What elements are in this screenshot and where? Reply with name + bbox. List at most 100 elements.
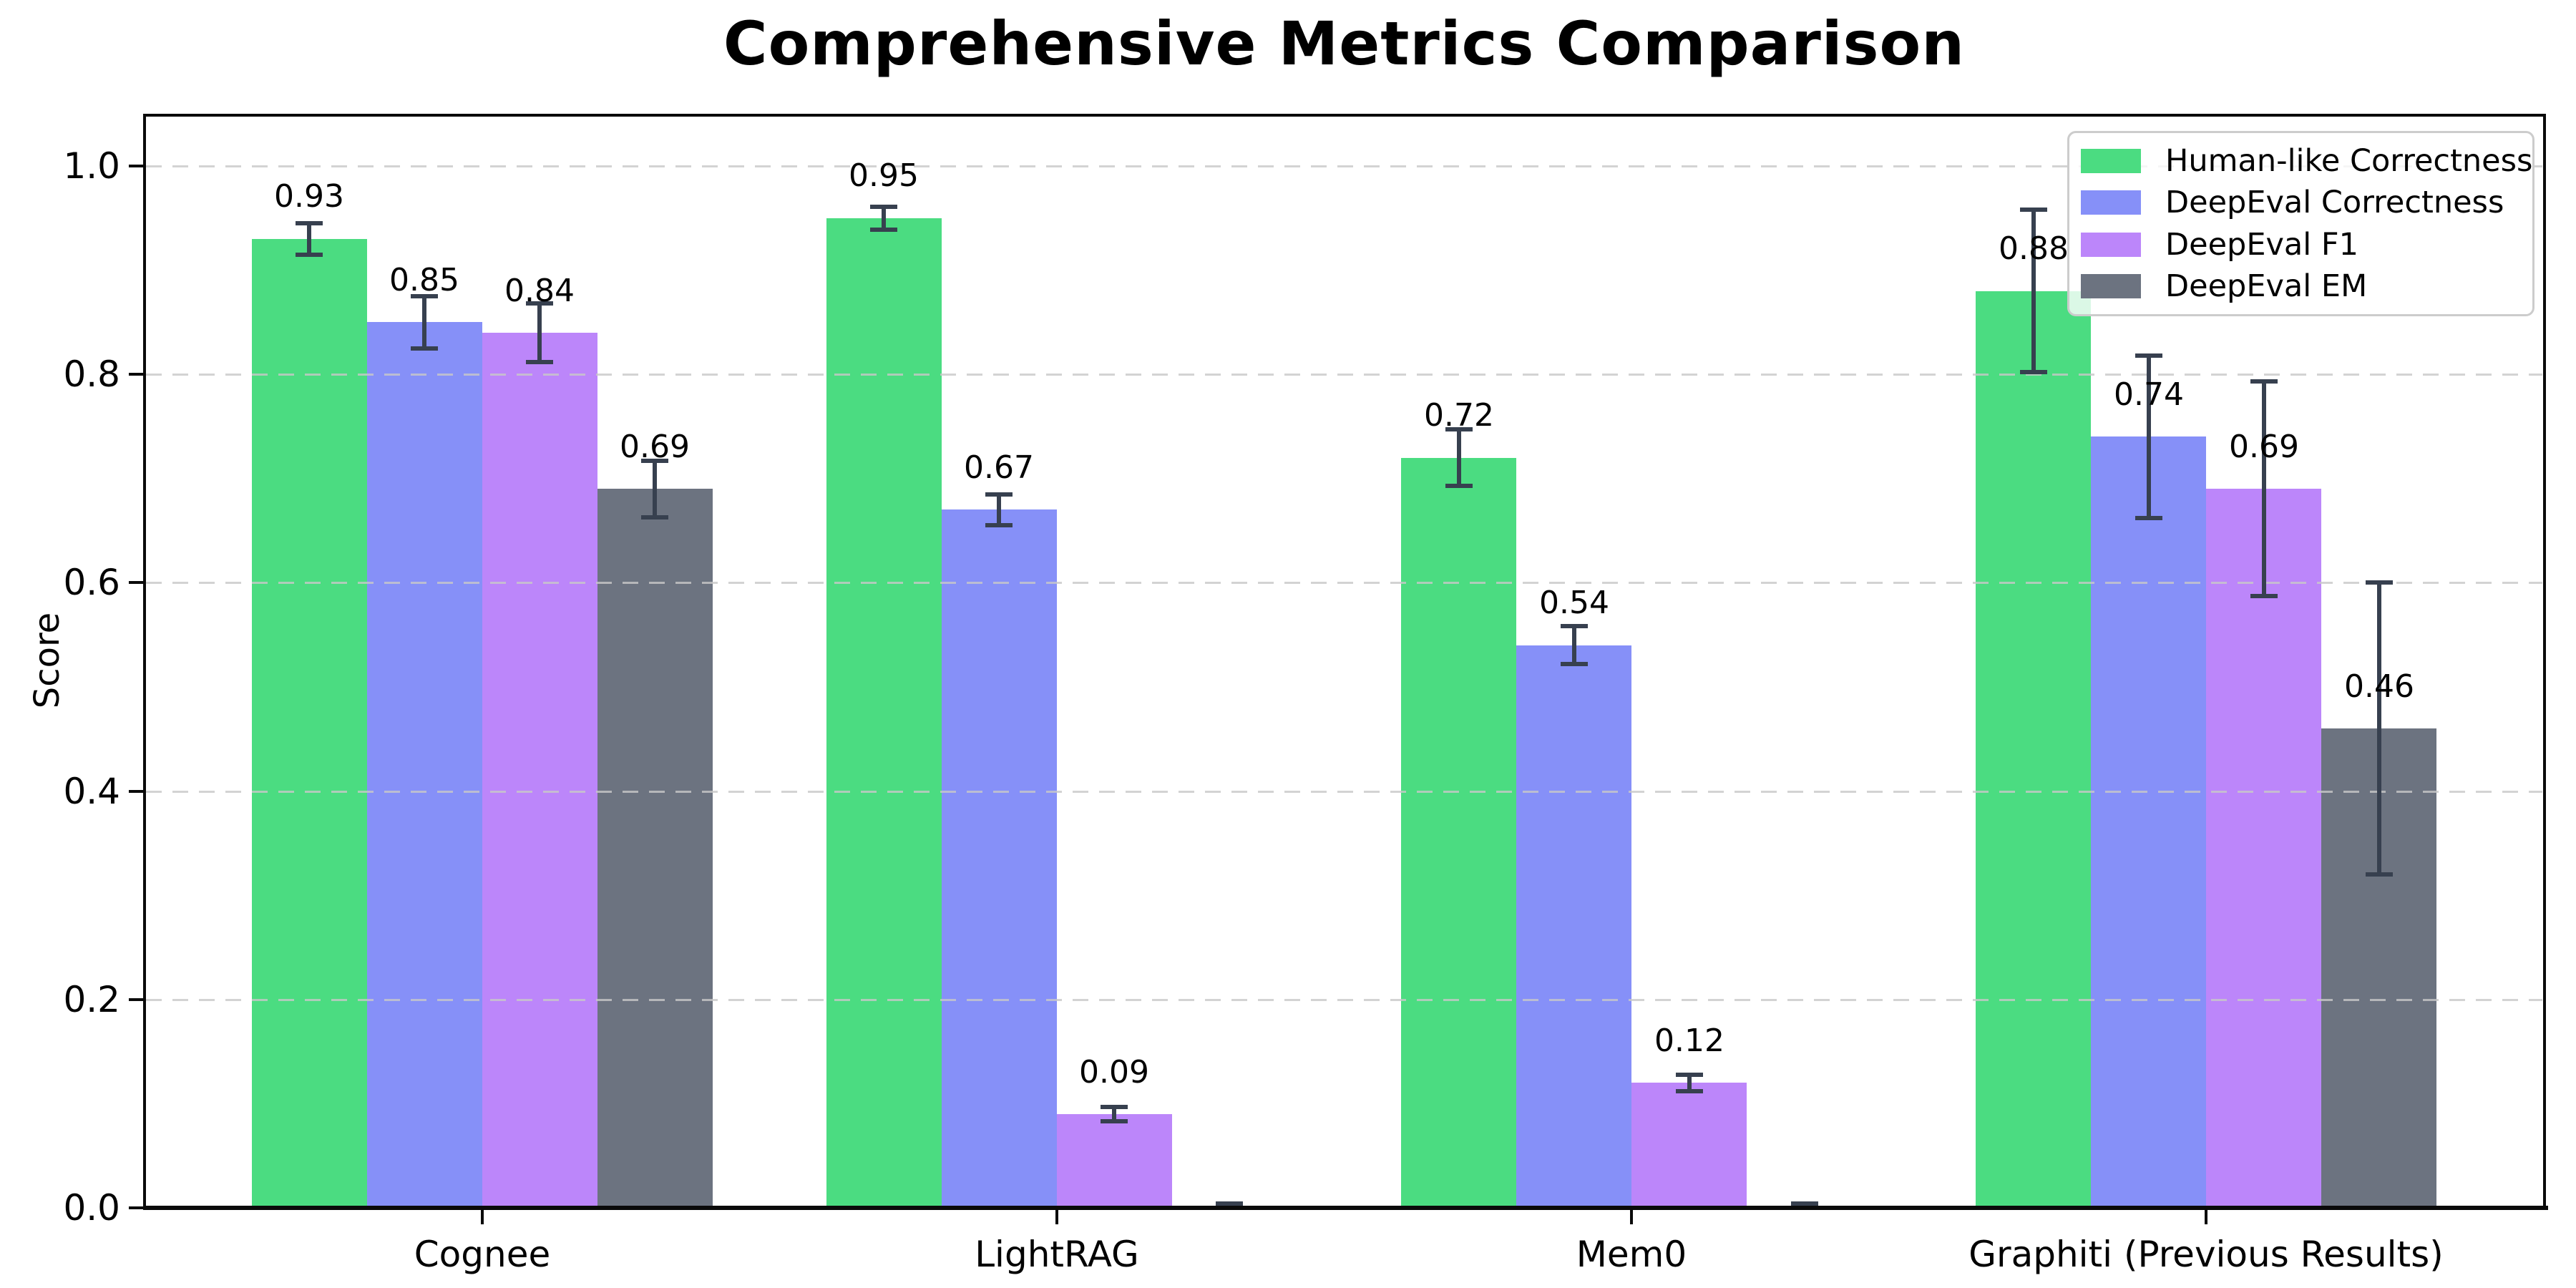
- bar-cognee-deepeval-f1-errorbar: [537, 303, 542, 362]
- y-tick-label-0.4: 0.4: [63, 771, 120, 812]
- bar-value-label: 0.84: [504, 273, 575, 309]
- bar-lightrag-human-like-correctness: [826, 218, 942, 1208]
- bar-value-label: 0.46: [2344, 668, 2414, 705]
- bar-mem0-human-like-correctness: [1401, 458, 1516, 1208]
- y-tick-label-1.0: 1.0: [63, 145, 120, 187]
- bar-value-label: 0.95: [849, 157, 919, 194]
- bar-value-label: 0.54: [1539, 585, 1609, 621]
- y-tick-0.6: [129, 581, 143, 584]
- legend-swatch-icon: [2081, 232, 2141, 257]
- bar-lightrag-human-like-correctness-errorcap-top: [870, 205, 897, 209]
- bar-value-label: 0.85: [389, 262, 459, 298]
- x-tick-3: [2205, 1210, 2207, 1224]
- legend-row: DeepEval F1: [2081, 227, 2525, 263]
- x-tick-label: Mem0: [1576, 1234, 1687, 1275]
- bar-graphiti-previous-results-deepeval-f1-errorcap-top: [2250, 379, 2278, 384]
- bar-mem0-deepeval-correctness-errorbar: [1572, 626, 1576, 663]
- bar-graphiti-previous-results-human-like-correctness-errorbar: [2031, 210, 2036, 372]
- x-tick-label: Cognee: [414, 1234, 551, 1275]
- bar-lightrag-deepeval-correctness-errorcap-top: [985, 492, 1013, 497]
- bar-mem0-deepeval-f1-errorcap-bottom: [1676, 1089, 1703, 1093]
- axis-spine-top: [143, 114, 2545, 117]
- bar-cognee-human-like-correctness-errorcap-bottom: [296, 253, 323, 257]
- bar-value-label: 0.09: [1079, 1054, 1149, 1091]
- legend-label: DeepEval EM: [2165, 268, 2368, 304]
- y-axis-title: Score: [27, 612, 67, 709]
- x-tick-label: LightRAG: [975, 1234, 1139, 1275]
- legend-row: DeepEval Correctness: [2081, 185, 2525, 220]
- bar-graphiti-previous-results-human-like-correctness: [1976, 291, 2091, 1208]
- bar-cognee-deepeval-em-errorbar: [653, 461, 657, 517]
- bar-cognee-deepeval-em-errorcap-top: [641, 459, 668, 463]
- bar-value-label: 0.69: [2229, 429, 2299, 465]
- legend-label: DeepEval Correctness: [2165, 185, 2504, 221]
- gridline-0.2: [146, 999, 2542, 1001]
- bar-graphiti-previous-results-human-like-correctness-errorcap-bottom: [2020, 370, 2047, 374]
- y-tick-0.8: [129, 373, 143, 376]
- x-tick-1: [1055, 1210, 1058, 1224]
- bar-graphiti-previous-results-deepeval-em-errorbar: [2377, 582, 2381, 874]
- bar-graphiti-previous-results-deepeval-correctness-errorcap-bottom: [2135, 516, 2162, 520]
- bar-cognee-human-like-correctness-errorcap-top: [296, 221, 323, 225]
- bar-cognee-deepeval-f1-errorcap-bottom: [526, 360, 553, 364]
- bar-lightrag-deepeval-f1-errorcap-top: [1101, 1105, 1128, 1109]
- x-tick-0: [481, 1210, 484, 1224]
- bar-cognee-deepeval-correctness-errorbar: [422, 296, 426, 348]
- bar-cognee-deepeval-correctness-errorcap-bottom: [411, 346, 438, 351]
- bar-mem0-deepeval-f1: [1631, 1083, 1747, 1208]
- bar-lightrag-deepeval-correctness-errorcap-bottom: [985, 523, 1013, 527]
- bar-lightrag-deepeval-f1: [1057, 1114, 1172, 1208]
- bar-value-label: 0.72: [1424, 397, 1494, 434]
- legend-label: DeepEval F1: [2165, 226, 2358, 263]
- x-tick-2: [1630, 1210, 1633, 1224]
- legend-row: DeepEval EM: [2081, 268, 2525, 304]
- bar-mem0-human-like-correctness-errorcap-bottom: [1445, 484, 1473, 488]
- y-tick-label-0.8: 0.8: [63, 353, 120, 395]
- chart-title: Comprehensive Metrics Comparison: [723, 9, 1966, 79]
- bar-lightrag-human-like-correctness-errorbar: [882, 207, 886, 230]
- bar-mem0-deepeval-f1-errorbar: [1687, 1075, 1692, 1091]
- gridline-0.4: [146, 791, 2542, 793]
- bar-mem0-deepeval-f1-errorcap-top: [1676, 1073, 1703, 1077]
- y-tick-label-0.2: 0.2: [63, 979, 120, 1020]
- bar-lightrag-deepeval-f1-errorcap-bottom: [1101, 1119, 1128, 1123]
- bar-cognee-deepeval-correctness-errorcap-top: [411, 294, 438, 298]
- y-tick-1.0: [129, 165, 143, 167]
- legend: Human-like Correctness DeepEval Correctne…: [2067, 131, 2534, 316]
- gridline-0.8: [146, 374, 2542, 376]
- bar-graphiti-previous-results-deepeval-correctness-errorcap-top: [2135, 353, 2162, 358]
- bar-cognee-human-like-correctness: [252, 239, 367, 1208]
- y-tick-0.2: [129, 998, 143, 1001]
- legend-swatch-icon: [2081, 149, 2141, 174]
- bar-cognee-deepeval-f1-errorcap-top: [526, 301, 553, 306]
- bar-value-label: 0.74: [2114, 376, 2184, 413]
- axis-spine-bottom: [143, 1206, 2548, 1210]
- bar-value-label: 0.67: [964, 449, 1034, 486]
- y-tick-label-0.6: 0.6: [63, 562, 120, 603]
- bar-graphiti-previous-results-deepeval-f1-errorbar: [2262, 381, 2266, 596]
- bar-lightrag-human-like-correctness-errorcap-bottom: [870, 228, 897, 232]
- bar-cognee-deepeval-em-errorcap-bottom: [641, 515, 668, 519]
- bar-cognee-human-like-correctness-errorbar: [307, 223, 311, 255]
- bar-mem0-deepeval-correctness-errorcap-bottom: [1561, 662, 1588, 666]
- bar-value-label: 0.93: [274, 178, 344, 215]
- bar-cognee-deepeval-em: [597, 489, 713, 1208]
- bar-cognee-deepeval-correctness: [367, 322, 482, 1208]
- legend-swatch-icon: [2081, 273, 2141, 298]
- bar-graphiti-previous-results-human-like-correctness-errorcap-top: [2020, 208, 2047, 212]
- bar-mem0-human-like-correctness-errorbar: [1457, 429, 1461, 486]
- axis-spine-left: [143, 114, 146, 1210]
- gridline-1.0: [146, 165, 2542, 167]
- axis-spine-right: [2543, 114, 2546, 1210]
- bar-value-label: 0.12: [1654, 1023, 1724, 1059]
- bar-graphiti-previous-results-deepeval-f1-errorcap-bottom: [2250, 594, 2278, 598]
- bar-mem0-human-like-correctness-errorcap-top: [1445, 427, 1473, 431]
- legend-label: Human-like Correctness: [2165, 143, 2533, 180]
- bar-mem0-deepeval-correctness-errorcap-top: [1561, 624, 1588, 628]
- x-tick-label: Graphiti (Previous Results): [1968, 1234, 2444, 1275]
- bar-value-label: 0.69: [620, 429, 690, 465]
- bar-lightrag-deepeval-em-errorcap-top: [1216, 1201, 1243, 1206]
- y-tick-label-0.0: 0.0: [63, 1187, 120, 1229]
- y-tick-0.4: [129, 790, 143, 793]
